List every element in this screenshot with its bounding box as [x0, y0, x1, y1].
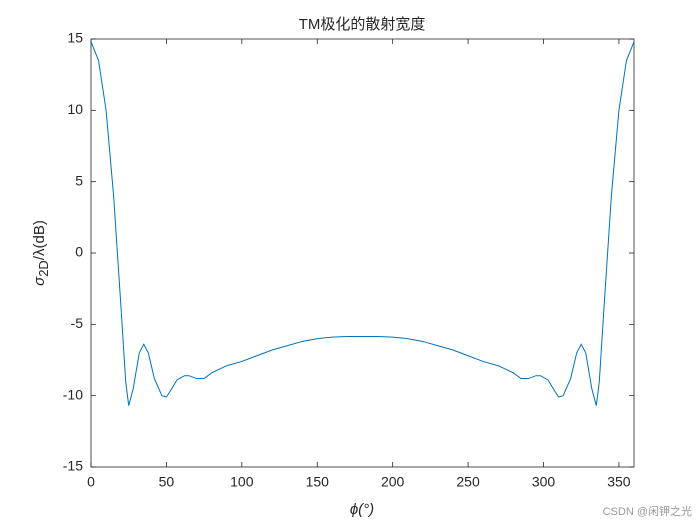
y-tick-label: 5: [75, 172, 83, 188]
chart-title: TM极化的散射宽度: [299, 16, 426, 33]
line-series: [90, 41, 635, 406]
plot-area: [90, 38, 635, 468]
x-axis-label: ϕ(°): [350, 501, 374, 518]
watermark: CSDN @闲钾之光: [603, 504, 692, 518]
x-tick-label: 350: [607, 474, 631, 490]
x-tick-label: 0: [87, 474, 95, 490]
y-tick-label: 0: [75, 244, 83, 260]
y-tick-label: 10: [67, 101, 83, 117]
y-tick-label: 15: [67, 30, 83, 46]
x-tick-label: 150: [306, 474, 330, 490]
y-axis-label: σ2D/λ(dB): [31, 220, 51, 286]
y-label-sub: 2D: [36, 260, 51, 277]
y-tick-label: -10: [63, 386, 83, 402]
x-tick-label: 200: [381, 474, 405, 490]
x-tick-label: 300: [532, 474, 556, 490]
x-tick-label: 50: [159, 474, 175, 490]
y-label-base: σ: [31, 276, 48, 286]
y-tick-label: -5: [71, 315, 84, 331]
y-label-rest: /λ(dB): [31, 220, 48, 260]
x-tick-label: 250: [456, 474, 480, 490]
x-tick-label: 100: [230, 474, 254, 490]
y-tick-label: -15: [63, 458, 83, 474]
